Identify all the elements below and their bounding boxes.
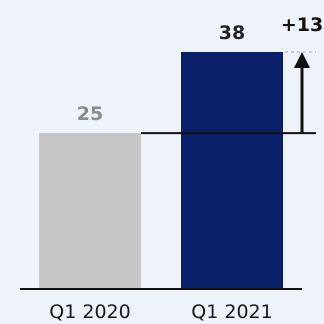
bar-q1-2021 (181, 52, 283, 289)
data-label-q1-2021: 38 (219, 22, 245, 44)
delta-arrow-head (294, 52, 310, 68)
data-label-q1-2020: 25 (77, 103, 103, 125)
bar-group (39, 52, 283, 289)
x-tick-label-q1-2020: Q1 2020 (49, 301, 130, 323)
delta-label: +13 (281, 14, 323, 36)
x-tick-label-q1-2021: Q1 2021 (191, 301, 272, 323)
bar-q1-2020 (39, 133, 141, 289)
